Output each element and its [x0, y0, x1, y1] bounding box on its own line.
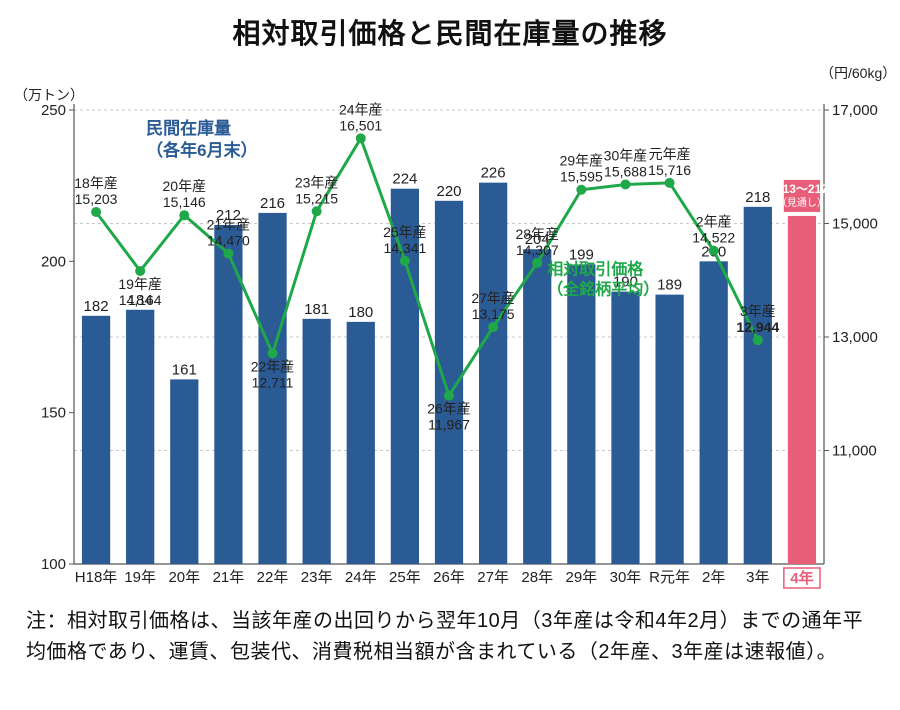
svg-text:15,716: 15,716 — [648, 162, 691, 178]
svg-text:（全銘柄平均）: （全銘柄平均） — [547, 280, 659, 299]
svg-text:25年: 25年 — [389, 569, 421, 586]
svg-text:14,341: 14,341 — [383, 240, 426, 256]
svg-text:18年産: 18年産 — [74, 175, 118, 191]
svg-text:民間在庫量: 民間在庫量 — [146, 118, 231, 138]
svg-text:17,000: 17,000 — [832, 102, 878, 119]
svg-text:24年産: 24年産 — [339, 101, 383, 117]
svg-text:29年: 29年 — [566, 569, 598, 586]
svg-text:30年産: 30年産 — [604, 147, 648, 163]
svg-text:180: 180 — [348, 304, 373, 321]
svg-text:3年産: 3年産 — [740, 303, 776, 319]
svg-text:189: 189 — [657, 277, 682, 294]
svg-text:14,164: 14,164 — [119, 292, 162, 308]
svg-text:216: 216 — [260, 195, 285, 212]
svg-text:11,967: 11,967 — [428, 417, 470, 433]
svg-text:27年: 27年 — [477, 569, 509, 586]
svg-text:26年: 26年 — [433, 569, 465, 586]
svg-text:26年産: 26年産 — [427, 401, 471, 417]
svg-text:12,711: 12,711 — [252, 374, 294, 390]
chart-area: 100 150 200 250（万トン） 11,000 13,000 15,000 17,00… — [8, 58, 892, 598]
svg-text:15,595: 15,595 — [560, 169, 603, 185]
svg-text:23年: 23年 — [301, 569, 333, 586]
svg-text:11,000: 11,000 — [832, 443, 877, 460]
svg-text:24年: 24年 — [345, 569, 377, 586]
svg-text:21年産: 21年産 — [207, 217, 251, 233]
svg-text:28年産: 28年産 — [515, 226, 559, 242]
svg-text:25年産: 25年産 — [383, 224, 427, 240]
svg-text:15,203: 15,203 — [75, 191, 118, 207]
svg-text:28年: 28年 — [521, 569, 553, 586]
svg-text:226: 226 — [481, 165, 506, 182]
svg-text:23年産: 23年産 — [295, 174, 339, 190]
svg-text:13,175: 13,175 — [472, 306, 515, 322]
chart-title: 相対取引価格と民間在庫量の推移 — [8, 12, 892, 52]
svg-text:15,146: 15,146 — [163, 194, 206, 210]
svg-text:21年: 21年 — [213, 569, 245, 586]
svg-text:213～217: 213～217 — [776, 182, 828, 196]
notes-body: 相対取引価格は、当該年産の出回りから翌年10月（3年産は令和4年2月）までの通年… — [26, 610, 863, 663]
svg-text:22年: 22年 — [257, 569, 289, 586]
svg-text:（各年6月末）: （各年6月末） — [146, 140, 257, 160]
svg-text:161: 161 — [172, 361, 197, 378]
svg-text:2年: 2年 — [702, 569, 725, 586]
svg-text:100: 100 — [41, 556, 66, 573]
svg-text:14,307: 14,307 — [516, 242, 559, 258]
svg-text:元年産: 元年産 — [649, 146, 691, 162]
svg-text:相対取引価格: 相対取引価格 — [547, 260, 644, 279]
svg-text:15,000: 15,000 — [832, 216, 878, 233]
svg-text:12,944: 12,944 — [736, 319, 779, 335]
svg-text:3年: 3年 — [746, 569, 769, 586]
svg-text:（円/60kg）: （円/60kg） — [820, 65, 892, 81]
svg-text:27年産: 27年産 — [471, 290, 515, 306]
svg-text:13,000: 13,000 — [832, 329, 878, 346]
svg-text:14,470: 14,470 — [207, 233, 250, 249]
svg-text:250: 250 — [41, 102, 66, 119]
svg-text:29年産: 29年産 — [560, 153, 604, 169]
svg-text:4年: 4年 — [790, 569, 813, 587]
svg-text:16,501: 16,501 — [339, 117, 382, 133]
svg-text:19年: 19年 — [124, 569, 156, 586]
svg-text:R元年: R元年 — [649, 569, 690, 586]
svg-text:20年産: 20年産 — [163, 178, 207, 194]
svg-text:182: 182 — [84, 298, 109, 315]
svg-text:224: 224 — [392, 171, 417, 188]
svg-text:220: 220 — [436, 183, 461, 200]
chart-notes: 注：相対取引価格は、当該年産の出回りから翌年10月（3年産は令和4年2月）までの… — [8, 598, 892, 678]
svg-text:（見通し）: （見通し） — [777, 197, 827, 209]
svg-text:22年産: 22年産 — [251, 358, 295, 374]
svg-text:200: 200 — [41, 253, 66, 270]
svg-text:30年: 30年 — [610, 569, 642, 586]
svg-text:20年: 20年 — [168, 569, 200, 586]
svg-text:14,522: 14,522 — [692, 230, 735, 246]
svg-text:2年産: 2年産 — [696, 214, 732, 230]
svg-text:181: 181 — [304, 301, 329, 318]
svg-text:15,215: 15,215 — [295, 190, 338, 206]
svg-text:（万トン）: （万トン） — [14, 87, 84, 103]
svg-text:218: 218 — [745, 189, 770, 206]
svg-text:150: 150 — [41, 405, 66, 422]
svg-text:15,688: 15,688 — [604, 163, 647, 179]
svg-text:H18年: H18年 — [75, 569, 118, 586]
svg-text:19年産: 19年産 — [118, 276, 162, 292]
notes-prefix: 注： — [26, 610, 67, 632]
